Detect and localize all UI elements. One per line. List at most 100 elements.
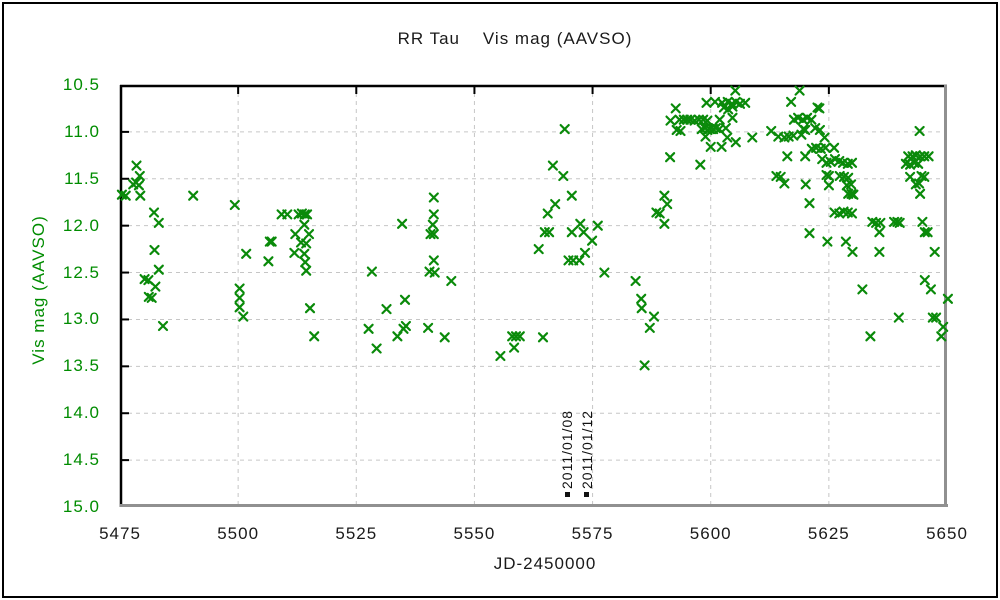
data-point (599, 267, 610, 278)
data-point (428, 209, 439, 220)
data-point (153, 217, 164, 228)
data-point (828, 142, 840, 153)
data-point (148, 207, 160, 218)
data-point (804, 228, 815, 239)
data-point (654, 208, 665, 219)
data-point (371, 343, 382, 354)
data-point (290, 229, 301, 240)
data-point (800, 124, 811, 136)
data-point (234, 302, 245, 313)
data-point (399, 294, 411, 305)
data-point (919, 227, 930, 238)
chart-title: RR Tau Vis mag (AAVSO) (397, 29, 633, 48)
data-point (659, 190, 670, 201)
data-point (800, 179, 811, 190)
x-tick-label: 5575 (571, 524, 614, 543)
data-point (705, 141, 716, 153)
data-point (533, 244, 544, 255)
data-point (547, 160, 558, 171)
data-point (925, 284, 937, 295)
data-point (425, 229, 436, 240)
data-point (893, 312, 904, 323)
data-point (428, 255, 439, 266)
x-tick-label: 5600 (689, 524, 732, 543)
data-point (153, 264, 164, 275)
data-point (133, 180, 144, 191)
data-point (874, 246, 885, 257)
data-point (804, 198, 815, 209)
data-point (301, 238, 312, 249)
y-tick-label: 15.0 (62, 497, 100, 516)
data-point (914, 188, 926, 199)
data-point (922, 227, 933, 238)
data-point (644, 322, 655, 333)
x-tick-label: 5500 (217, 524, 260, 543)
data-point (665, 115, 676, 126)
data-point (874, 227, 885, 238)
data-point (716, 141, 727, 153)
y-tick-label: 11.5 (64, 168, 100, 188)
data-point (514, 331, 525, 342)
data-point (302, 209, 313, 220)
data-point (936, 331, 947, 342)
data-point (823, 180, 835, 191)
data-point (702, 115, 713, 126)
data-point (427, 219, 438, 230)
data-point (840, 236, 852, 247)
data-point (846, 157, 858, 168)
data-point (819, 132, 830, 143)
data-point (806, 114, 817, 125)
data-point (938, 321, 949, 332)
data-point (381, 304, 392, 315)
data-point (301, 265, 312, 276)
data-point (747, 132, 758, 143)
x-tick-label: 5650 (926, 524, 968, 543)
data-point (579, 247, 591, 258)
data-point (299, 248, 310, 259)
data-point (714, 114, 725, 125)
data-point (566, 190, 577, 201)
x-tick-label: 5475 (99, 524, 141, 543)
data-point (300, 257, 311, 268)
data-point (400, 320, 411, 332)
data-point (264, 236, 275, 247)
data-point (740, 97, 751, 108)
data-point (929, 246, 940, 257)
data-point (304, 303, 316, 314)
data-point (794, 85, 805, 96)
data-point (587, 235, 598, 246)
data-point (875, 217, 886, 228)
data-point (639, 360, 650, 371)
data-point (788, 130, 799, 141)
data-point (575, 218, 586, 229)
data-point (299, 219, 310, 230)
data-point (578, 227, 589, 238)
date-annotation-marker (584, 492, 590, 498)
data-point (917, 216, 928, 227)
data-point (234, 283, 245, 294)
data-point (664, 152, 676, 163)
y-tick-label: 10.5 (62, 75, 100, 94)
y-tick-label: 14.0 (62, 403, 100, 423)
data-point (309, 331, 320, 342)
data-point (537, 332, 549, 343)
data-point (782, 151, 793, 162)
y-tick-label: 11.0 (64, 121, 100, 141)
y-tick-label: 12.5 (62, 262, 100, 282)
y-tick-label: 12.0 (62, 215, 100, 235)
data-point (150, 281, 161, 292)
data-point (648, 311, 660, 322)
data-point (429, 267, 440, 278)
date-annotation-marker (564, 492, 570, 498)
date-annotation-label: 2011/01/12 (578, 409, 595, 489)
data-point (574, 255, 585, 266)
data-point (919, 275, 930, 286)
data-point (865, 331, 876, 342)
data-point (659, 218, 670, 229)
data-point (266, 236, 277, 247)
data-point (241, 248, 252, 259)
data-point (822, 236, 833, 247)
scatter-points (116, 85, 954, 371)
data-point (134, 170, 145, 182)
data-point (299, 209, 310, 220)
